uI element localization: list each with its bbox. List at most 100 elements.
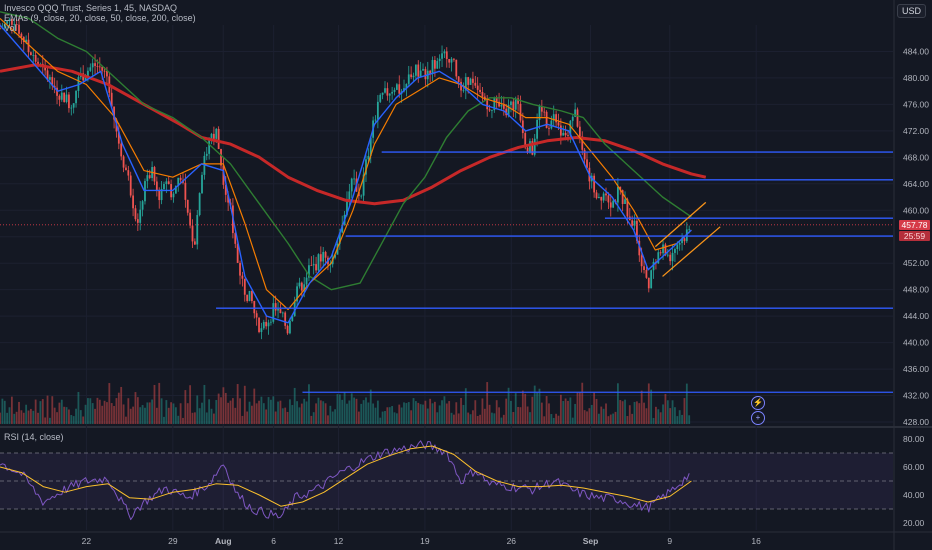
volume-bar (184, 390, 187, 424)
candle-body (650, 270, 653, 289)
volume-bar (125, 416, 127, 424)
time-tick-label: 29 (168, 536, 178, 546)
candle-body (476, 85, 479, 90)
candle-body (158, 190, 161, 201)
volume-bar (367, 402, 370, 424)
volume-bar (521, 390, 524, 424)
price-tick-label: 452.00 (903, 258, 929, 268)
volume-bar (296, 401, 298, 424)
plus-circle-icon[interactable]: + (751, 411, 765, 425)
price-tick-label: 436.00 (903, 364, 929, 374)
volume-bar (510, 400, 512, 424)
volume-bar (395, 413, 398, 424)
volume-bar (350, 393, 353, 424)
volume-bar (110, 403, 113, 424)
volume-bar (581, 382, 584, 424)
volume-bar (438, 405, 441, 424)
volume-bar (272, 396, 275, 424)
volume-bar (8, 407, 11, 424)
volume-bar (391, 406, 394, 424)
volume-bar (129, 408, 132, 424)
candle-body (540, 106, 543, 112)
bar-timer-tag: 25:59 (899, 231, 930, 241)
volume-bar (300, 403, 303, 424)
candle-body (384, 88, 386, 93)
candle-body (431, 59, 434, 74)
candle-body (536, 119, 538, 139)
candle-body (538, 106, 541, 120)
volume-bar (412, 398, 415, 424)
candle-body (510, 101, 512, 106)
candle-body (60, 92, 63, 100)
candle-body (274, 303, 277, 311)
volume-bar (614, 411, 617, 424)
candle-body (63, 92, 66, 103)
candle-body (196, 215, 199, 245)
candle-body (217, 128, 220, 150)
volume-bar (545, 396, 548, 424)
volume-bar (574, 403, 577, 424)
volume-bar (626, 416, 629, 424)
volume-bar (419, 404, 422, 424)
volume-bar (407, 402, 410, 424)
volume-bar (208, 399, 211, 424)
price-tick-label: 464.00 (903, 179, 929, 189)
volume-bar (103, 400, 106, 424)
candle-body (664, 244, 667, 256)
volume-bar (91, 403, 94, 424)
volume-bar (153, 384, 156, 424)
candle-body (113, 106, 115, 120)
volume-bar (683, 398, 686, 424)
volume-bar (479, 414, 481, 424)
candle-body (502, 104, 505, 109)
volume-bar (474, 400, 477, 424)
candle-body (388, 93, 391, 96)
volume-bar (89, 398, 92, 424)
price-tick-label: 448.00 (903, 285, 929, 295)
volume-bar (619, 400, 622, 424)
candle-body (445, 51, 448, 60)
ema50-line (0, 11, 692, 291)
candle-body (58, 95, 61, 100)
symbol-title: Invesco QQQ Trust, Series 1, 45, NASDAQ (4, 3, 178, 13)
volume-bar (669, 408, 672, 424)
candle-body (146, 175, 149, 182)
volume-bar (341, 399, 344, 424)
volume-bar (305, 401, 308, 424)
candle-body (70, 107, 73, 109)
rsi-tick-label: 80.00 (903, 434, 925, 444)
candle-body (324, 251, 327, 258)
volume-bar (1, 398, 4, 424)
candle-body (139, 209, 142, 223)
currency-button[interactable]: USD (896, 4, 926, 18)
lightning-icon[interactable]: ⚡ (751, 396, 765, 410)
volume-bar (70, 414, 73, 424)
ema9-line (0, 24, 692, 324)
candle-body (265, 321, 268, 327)
volume-bar (262, 403, 265, 424)
volume-bar (633, 401, 636, 424)
volume-bar (450, 412, 453, 424)
candle-body (267, 322, 270, 327)
volume-bar (84, 404, 87, 424)
volume-legend: Vol (4, 23, 17, 33)
candle-body (593, 175, 596, 193)
volume-bar (429, 398, 432, 424)
candle-body (362, 174, 365, 196)
volume-bar (49, 417, 51, 424)
candle-body (491, 110, 493, 111)
volume-bar (44, 417, 47, 424)
time-tick-label: 9 (667, 536, 672, 546)
candle-body (172, 193, 175, 198)
volume-bar (196, 395, 199, 424)
candle-body (198, 193, 201, 216)
candle-body (6, 21, 9, 24)
volume-bar (186, 403, 189, 424)
candle-body (422, 68, 424, 71)
volume-bar (215, 400, 218, 424)
volume-bar (578, 392, 581, 424)
candle-body (220, 149, 222, 166)
volume-bar (319, 400, 322, 424)
candle-body (586, 159, 588, 168)
